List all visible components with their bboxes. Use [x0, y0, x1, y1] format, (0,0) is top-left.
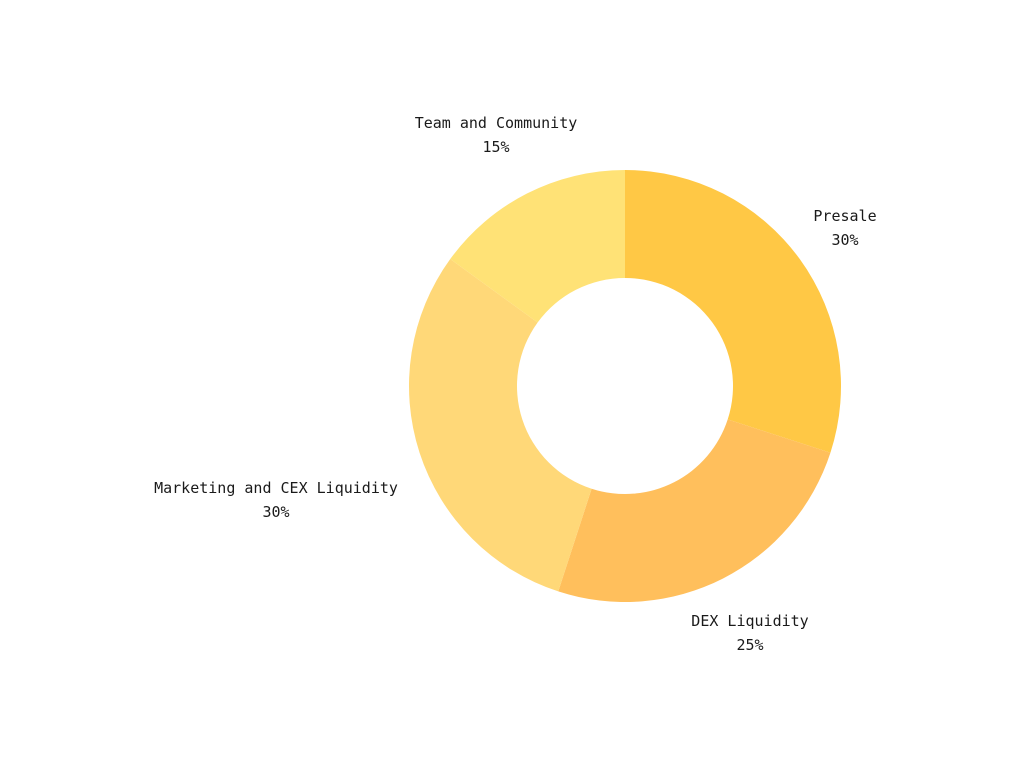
slice-value-marketing-and-cex-liquidity: 30% [262, 503, 289, 521]
slice-label-team-and-community: Team and Community [415, 114, 578, 132]
slice-team-and-community [450, 170, 625, 323]
donut-slices [409, 170, 842, 602]
slice-presale [625, 170, 842, 453]
slice-label-presale: Presale [813, 207, 876, 225]
slice-value-dex-liquidity: 25% [736, 636, 763, 654]
slice-dex-liquidity [558, 419, 831, 602]
slice-marketing-and-cex-liquidity [409, 259, 592, 592]
slice-label-dex-liquidity: DEX Liquidity [691, 612, 808, 630]
slice-labels: Presale 30% DEX Liquidity 25% Marketing and … [154, 114, 877, 654]
slice-label-marketing-and-cex-liquidity: Marketing and CEX Liquidity [154, 479, 398, 497]
slice-value-presale: 30% [831, 231, 858, 249]
slice-value-team-and-community: 15% [482, 138, 509, 156]
